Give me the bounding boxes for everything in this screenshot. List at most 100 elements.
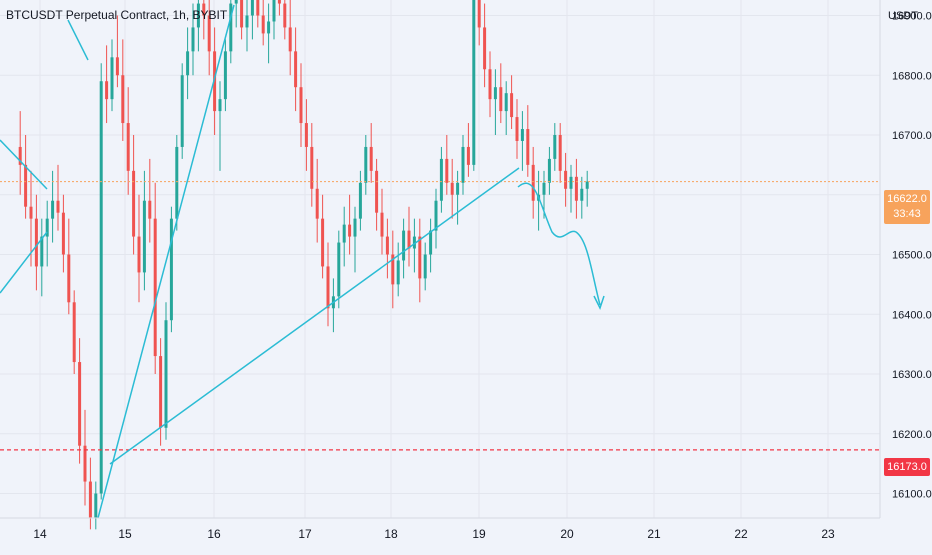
candle-body [115,57,119,76]
candle-body [72,302,76,363]
candle-body [126,123,130,171]
candle-body [207,15,211,52]
steep-trendline [97,4,235,519]
date-tick-label: 18 [384,527,398,541]
candle-body [542,182,546,195]
candle-body [348,224,352,237]
candle-body [466,146,470,165]
candle-body [402,230,406,261]
trend-drawings[interactable] [0,4,605,519]
price-tick-label: 16500.0 [892,250,932,262]
candle-body [499,87,503,112]
candle-body [526,129,530,165]
candle-body [564,170,568,189]
price-tick-label: 16300.0 [892,369,932,381]
candle-body [272,0,276,22]
ascending-trendline [109,167,520,465]
projection-arrow-path [517,182,601,306]
candle-body [364,146,368,183]
candle-body [261,15,265,34]
price-axis-ticks: 16900.0 16800.0 16700.0 16500.0 16400.0 16300… [892,11,932,501]
candle-body [558,135,562,171]
candle-body [34,218,38,267]
candle-body [267,21,271,34]
candle-body [180,75,184,147]
candle-body [553,135,557,159]
candle-body [456,182,460,195]
candle-body [288,27,292,52]
candle-body [326,266,330,309]
price-tick-label: 16800.0 [892,70,932,82]
date-tick-label: 19 [472,527,486,541]
candle-body [132,170,136,237]
price-tick-label: 16900.0 [892,11,932,23]
candle-body [56,200,60,213]
candle-body [250,0,254,16]
candle-body [196,3,200,28]
candle-body [245,15,249,28]
date-tick-label: 17 [298,527,312,541]
axis-unit-label: USDT [888,10,918,22]
candle-body [45,218,49,237]
candle-body [18,146,22,165]
date-tick-label: 22 [734,527,748,541]
date-tick-label: 16 [207,527,221,541]
candle-body [493,87,497,100]
candle-body [412,236,416,249]
date-tick-label: 20 [560,527,574,541]
candle-body [88,481,92,518]
top-left-trendline [67,19,89,61]
price-tick-label: 16700.0 [892,130,932,142]
candle-body [202,3,206,16]
candle-body [580,188,584,201]
candle-body [83,445,87,482]
candle-body [391,254,395,285]
candle-body [585,181,589,189]
candle-body [99,81,103,494]
projection-arrow-head [593,295,605,310]
candle-body [283,3,287,28]
candle-body [504,93,508,112]
candle-body [450,182,454,195]
candle-body [337,242,341,297]
candle-body [148,200,152,219]
candle-body [110,57,114,100]
candle-body [159,356,163,428]
candle-body [358,182,362,219]
candle-body [483,27,487,70]
candle-body [515,117,519,141]
candle-body [121,75,125,124]
candle-body [385,236,389,255]
candle-body [169,218,173,321]
date-tick-label: 23 [821,527,835,541]
candle-body [445,158,449,183]
candle-body [510,93,514,118]
candle-body [29,206,33,219]
candle-body [78,362,82,446]
candle-body [294,51,298,88]
candle-body [369,146,373,171]
candle-body [299,87,303,124]
candle-body [418,236,422,279]
candle-body [547,158,551,183]
candle-body [105,81,109,100]
candle-body [423,254,427,279]
lower-left-trendline [0,231,48,294]
date-tick-label: 15 [118,527,132,541]
candle-body [310,146,314,189]
candle-body [24,164,28,207]
candle-body [277,0,281,4]
candle-body [574,176,578,201]
candle-body [234,0,238,4]
current-price-value: 16622.0 [887,193,927,205]
candle-body [434,200,438,231]
candle-body [51,200,55,219]
support-price-tag: 16173.0 [884,458,930,476]
date-tick-label: 21 [647,527,661,541]
current-price-tag: 16622.0 33:43 [884,190,930,224]
reference-lines [0,181,880,451]
candle-body [175,146,179,219]
candle-body [375,170,379,213]
